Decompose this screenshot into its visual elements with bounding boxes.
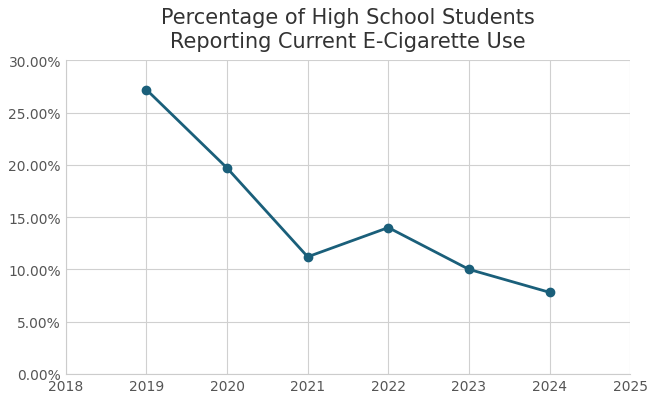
Title: Percentage of High School Students
Reporting Current E-Cigarette Use: Percentage of High School Students Repor…	[161, 8, 535, 51]
